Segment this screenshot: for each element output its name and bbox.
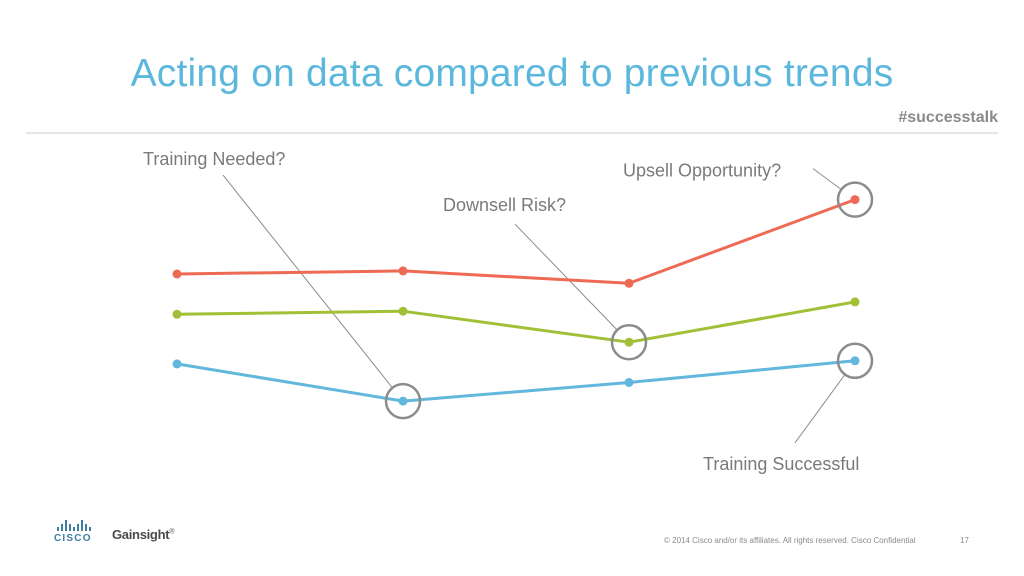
data-point: [850, 356, 860, 366]
annotation-leader-line: [794, 374, 846, 444]
annotation-label: Upsell Opportunity?: [623, 161, 781, 181]
annotation-leader-line: [812, 168, 842, 190]
highlight-ring: [610, 323, 648, 361]
data-point: [850, 297, 860, 307]
data-point: [398, 266, 408, 276]
data-point: [624, 337, 634, 347]
footer-logos: CISCO Gainsight®: [54, 520, 194, 550]
annotation-label: Training Successful: [703, 454, 859, 474]
data-point: [398, 306, 408, 316]
annotation-leader-line: [514, 223, 618, 331]
data-point: [172, 309, 182, 319]
header-divider: [26, 132, 998, 134]
series-line-1: [175, 198, 857, 285]
gainsight-logo: Gainsight®: [112, 527, 175, 542]
data-point: [172, 359, 182, 369]
data-point: [398, 396, 408, 406]
data-point: [624, 378, 634, 387]
series-line-3: [175, 359, 857, 403]
highlight-ring: [836, 181, 874, 218]
highlight-ring: [384, 382, 422, 420]
data-point: [850, 195, 860, 205]
data-point: [172, 269, 182, 279]
cisco-bars-icon: [57, 520, 98, 531]
copyright-notice: © 2014 Cisco and/or its affiliates. All …: [664, 536, 916, 545]
annotation-leader-line: [222, 174, 393, 389]
page-title: Acting on data compared to previous tren…: [130, 52, 894, 95]
highlight-ring: [836, 342, 874, 380]
gainsight-wordmark: Gainsight: [112, 527, 170, 542]
annotation-label: Downsell Risk?: [443, 195, 566, 215]
hashtag-label: #successtalk: [898, 109, 998, 126]
series-line-2: [175, 300, 857, 344]
page-number: 17: [960, 536, 969, 545]
annotation-label: Training Needed?: [143, 149, 285, 169]
data-point: [624, 278, 634, 288]
cisco-wordmark: CISCO: [54, 533, 92, 544]
cisco-logo: CISCO: [54, 520, 98, 548]
